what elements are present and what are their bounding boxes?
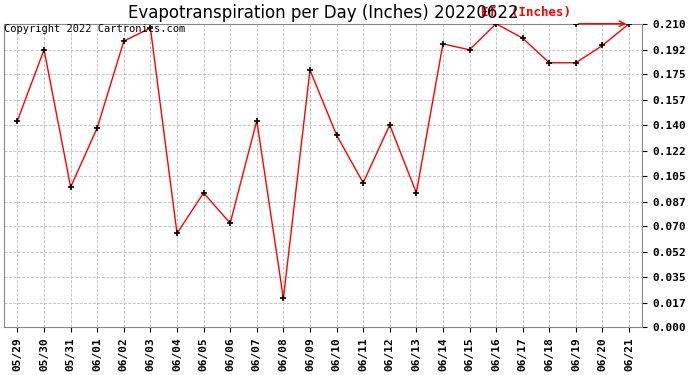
Text: Copyright 2022 Cartronics.com: Copyright 2022 Cartronics.com (4, 24, 186, 34)
Text: ET  (Inches): ET (Inches) (480, 6, 571, 20)
Title: Evapotranspiration per Day (Inches) 20220622: Evapotranspiration per Day (Inches) 2022… (128, 4, 519, 22)
